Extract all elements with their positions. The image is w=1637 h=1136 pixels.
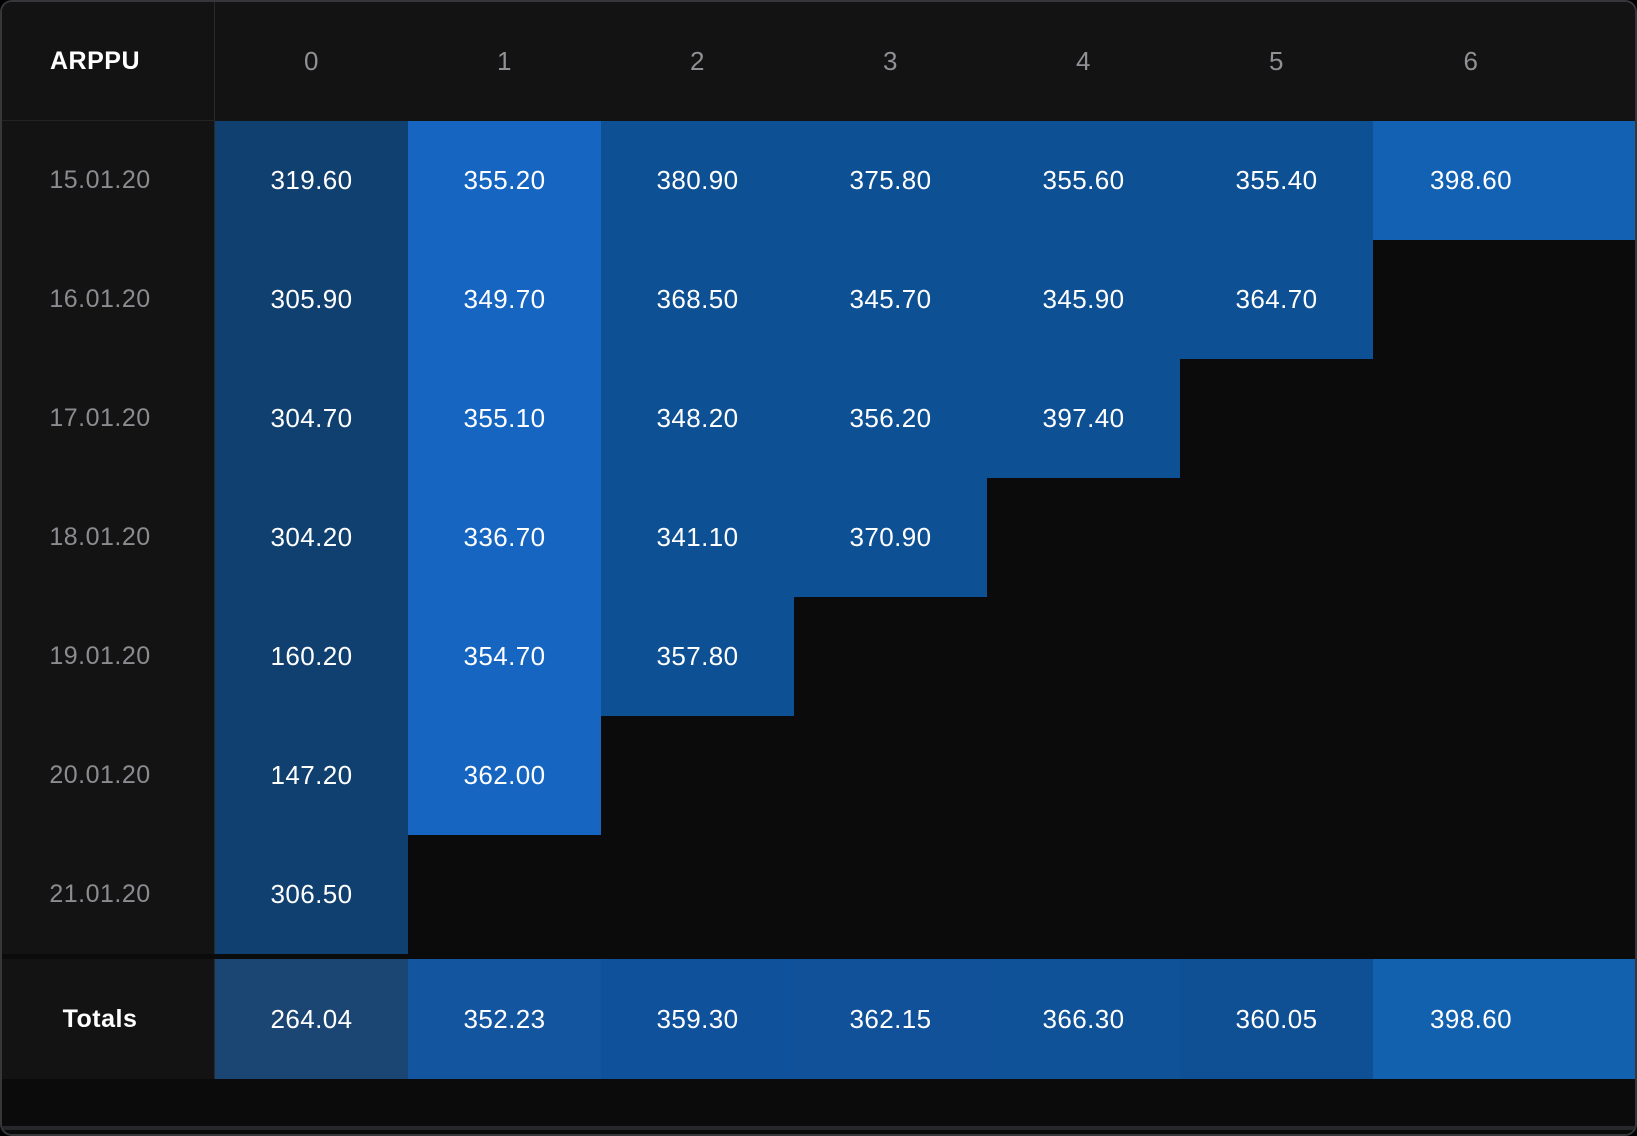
row-label: 15.01.20 xyxy=(2,121,215,240)
cohort-row-19.01.20: 19.01.20 160.20 354.70 357.80 xyxy=(2,597,1635,716)
value-cell: 398.60 xyxy=(1373,121,1635,240)
cohort-row-17.01.20: 17.01.20 304.70 355.10 348.20 356.20 397.40 xyxy=(2,359,1635,478)
cohort-row-20.01.20: 20.01.20 147.20 362.00 xyxy=(2,716,1635,835)
empty-cell xyxy=(601,716,794,835)
value-cell: 355.20 xyxy=(408,121,601,240)
cohort-row-18.01.20: 18.01.20 304.20 336.70 341.10 370.90 xyxy=(2,478,1635,597)
totals-cell: 398.60 xyxy=(1373,959,1635,1079)
value-cell: 355.60 xyxy=(987,121,1180,240)
empty-cell xyxy=(794,835,987,954)
totals-cell: 352.23 xyxy=(408,959,601,1079)
empty-cell xyxy=(987,716,1180,835)
header-row: ARPPU 0 1 2 3 4 5 6 xyxy=(2,2,1635,121)
value-cell: 341.10 xyxy=(601,478,794,597)
value-cell: 356.20 xyxy=(794,359,987,478)
table-body: 15.01.20 319.60 355.20 380.90 375.80 355.60 35… xyxy=(2,121,1635,954)
totals-row: Totals 264.04 352.23 359.30 362.15 366.30 360… xyxy=(2,959,1635,1079)
totals-cell: 264.04 xyxy=(215,959,408,1079)
empty-cell xyxy=(987,597,1180,716)
column-header-5: 5 xyxy=(1269,46,1284,76)
empty-cell xyxy=(1373,835,1635,954)
column-header-0: 0 xyxy=(304,46,319,76)
value-cell: 304.70 xyxy=(215,359,408,478)
empty-cell xyxy=(987,835,1180,954)
empty-cell xyxy=(1373,359,1635,478)
empty-cell xyxy=(1373,240,1635,359)
empty-cell xyxy=(794,597,987,716)
value-cell: 147.20 xyxy=(215,716,408,835)
row-label: 16.01.20 xyxy=(2,240,215,359)
row-label: 18.01.20 xyxy=(2,478,215,597)
corner-label: ARPPU xyxy=(2,2,215,121)
column-header-2: 2 xyxy=(690,46,705,76)
empty-cell xyxy=(601,835,794,954)
value-cell: 355.40 xyxy=(1180,121,1373,240)
totals-cell: 359.30 xyxy=(601,959,794,1079)
value-cell: 375.80 xyxy=(794,121,987,240)
column-header-4: 4 xyxy=(1076,46,1091,76)
empty-cell xyxy=(1180,835,1373,954)
column-header-6: 6 xyxy=(1463,46,1479,76)
row-label: 19.01.20 xyxy=(2,597,215,716)
cohort-row-21.01.20: 21.01.20 306.50 xyxy=(2,835,1635,954)
totals-cell: 366.30 xyxy=(987,959,1180,1079)
empty-cell xyxy=(1373,716,1635,835)
value-cell: 160.20 xyxy=(215,597,408,716)
row-label: 21.01.20 xyxy=(2,835,215,954)
column-header-3: 3 xyxy=(883,46,898,76)
empty-cell xyxy=(794,716,987,835)
totals-cell: 362.15 xyxy=(794,959,987,1079)
value-cell: 304.20 xyxy=(215,478,408,597)
value-cell: 397.40 xyxy=(987,359,1180,478)
row-label: 20.01.20 xyxy=(2,716,215,835)
empty-cell xyxy=(1373,597,1635,716)
value-cell: 370.90 xyxy=(794,478,987,597)
empty-cell xyxy=(987,478,1180,597)
value-cell: 349.70 xyxy=(408,240,601,359)
empty-cell xyxy=(1180,716,1373,835)
value-cell: 354.70 xyxy=(408,597,601,716)
value-cell: 345.90 xyxy=(987,240,1180,359)
empty-cell xyxy=(1180,597,1373,716)
value-cell: 357.80 xyxy=(601,597,794,716)
empty-cell xyxy=(1180,478,1373,597)
value-cell: 305.90 xyxy=(215,240,408,359)
empty-cell xyxy=(1180,359,1373,478)
value-cell: 345.70 xyxy=(794,240,987,359)
empty-cell xyxy=(408,835,601,954)
value-cell: 348.20 xyxy=(601,359,794,478)
empty-cell xyxy=(1373,478,1635,597)
value-cell: 319.60 xyxy=(215,121,408,240)
value-cell: 362.00 xyxy=(408,716,601,835)
value-cell: 336.70 xyxy=(408,478,601,597)
value-cell: 368.50 xyxy=(601,240,794,359)
value-cell: 306.50 xyxy=(215,835,408,954)
column-header-1: 1 xyxy=(497,46,512,76)
row-label: 17.01.20 xyxy=(2,359,215,478)
value-cell: 355.10 xyxy=(408,359,601,478)
cohort-row-15.01.20: 15.01.20 319.60 355.20 380.90 375.80 355.60 35… xyxy=(2,121,1635,240)
cohort-row-16.01.20: 16.01.20 305.90 349.70 368.50 345.70 345.90 36… xyxy=(2,240,1635,359)
totals-cell: 360.05 xyxy=(1180,959,1373,1079)
totals-label: Totals xyxy=(2,959,215,1079)
value-cell: 380.90 xyxy=(601,121,794,240)
value-cell: 364.70 xyxy=(1180,240,1373,359)
bottom-divider xyxy=(2,1126,1635,1130)
